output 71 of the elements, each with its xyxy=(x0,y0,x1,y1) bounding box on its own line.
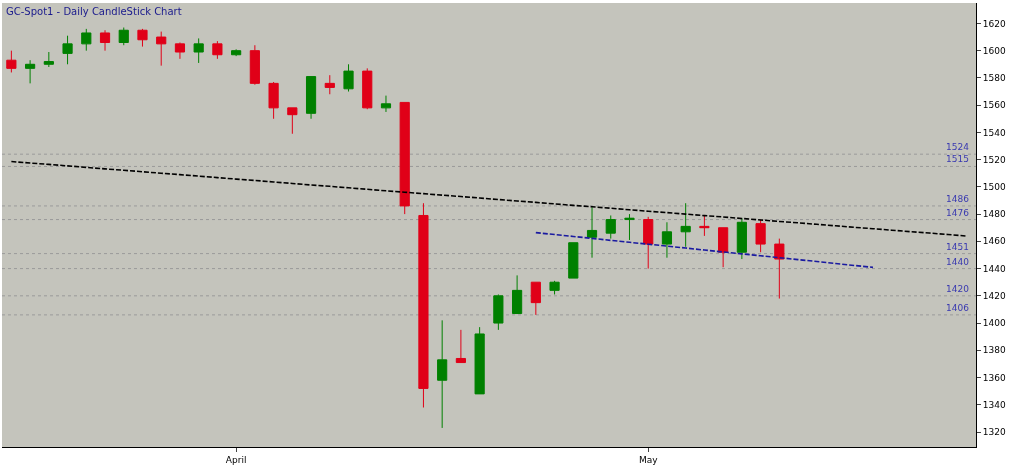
candlestick xyxy=(568,242,579,279)
ref-line-label: 1440 xyxy=(946,257,970,267)
candlestick xyxy=(437,319,448,429)
candlestick xyxy=(493,293,504,331)
y-tick-label: 1600 xyxy=(982,45,1006,56)
y-tick-label: 1440 xyxy=(982,263,1006,274)
x-tick-label: April xyxy=(225,454,247,465)
candlestick xyxy=(81,28,92,52)
candlestick xyxy=(549,280,560,295)
candlestick xyxy=(661,221,673,259)
x-tick-label: May xyxy=(638,454,659,465)
candlestick xyxy=(305,76,317,120)
y-tick-label: 1340 xyxy=(982,399,1006,410)
y-tick-label: 1400 xyxy=(982,318,1006,329)
candlestick xyxy=(605,214,616,240)
candlestick xyxy=(343,63,354,93)
y-tick-label: 1320 xyxy=(982,427,1006,438)
candlestick xyxy=(174,42,186,60)
candlestick xyxy=(62,35,73,65)
candlestick xyxy=(418,202,429,408)
candlestick xyxy=(455,329,466,364)
ref-line-label: 1486 xyxy=(946,194,970,204)
candlestick xyxy=(43,51,54,68)
candlestick xyxy=(774,238,785,300)
y-tick-label: 1500 xyxy=(982,182,1006,193)
ref-line-label: 1476 xyxy=(946,208,970,218)
y-tick-label: 1360 xyxy=(982,372,1006,383)
candlestick xyxy=(380,95,392,113)
ref-line-label: 1515 xyxy=(946,154,969,164)
candlestick xyxy=(755,219,766,253)
candlestick xyxy=(118,27,129,46)
candlestick xyxy=(586,206,598,259)
y-tick-label: 1380 xyxy=(982,345,1006,356)
candlestick xyxy=(287,107,298,135)
y-tick-label: 1480 xyxy=(982,209,1006,220)
candlestick xyxy=(680,202,691,248)
candlestick xyxy=(268,81,279,120)
candlestick xyxy=(718,227,729,268)
ref-line-label: 1451 xyxy=(946,242,969,252)
ref-line-label: 1524 xyxy=(946,142,970,152)
candlestick xyxy=(6,50,17,73)
line-series xyxy=(10,160,968,237)
chart-title: GC-Spot1 - Daily CandleStick Chart xyxy=(6,6,182,17)
candlestick xyxy=(156,31,167,67)
y-tick-label: 1560 xyxy=(982,100,1006,111)
candlestick xyxy=(25,59,36,84)
candlestick xyxy=(474,326,485,395)
ref-line-label: 1420 xyxy=(946,284,970,294)
line-series xyxy=(535,231,874,269)
y-tick-label: 1420 xyxy=(982,290,1006,301)
candlestick xyxy=(324,74,335,95)
candlestick xyxy=(624,213,635,241)
candlestick xyxy=(736,217,747,260)
candlestick xyxy=(699,214,710,237)
candlestick xyxy=(512,274,523,315)
candlestick xyxy=(643,216,654,270)
candlestick xyxy=(399,101,410,215)
candlestick xyxy=(137,28,148,48)
ref-line-label: 1406 xyxy=(946,303,970,313)
candlestick xyxy=(362,67,373,110)
y-tick-label: 1520 xyxy=(982,154,1006,165)
candlestick xyxy=(99,29,111,52)
candlestick xyxy=(193,37,204,64)
candlestick xyxy=(530,281,541,316)
candlestick xyxy=(231,48,242,57)
candlestick xyxy=(249,44,260,86)
y-tick-label: 1620 xyxy=(982,18,1006,29)
candlestick xyxy=(212,40,223,60)
y-tick-label: 1540 xyxy=(982,127,1006,138)
y-tick-label: 1580 xyxy=(982,73,1006,84)
y-tick-label: 1460 xyxy=(982,236,1006,247)
